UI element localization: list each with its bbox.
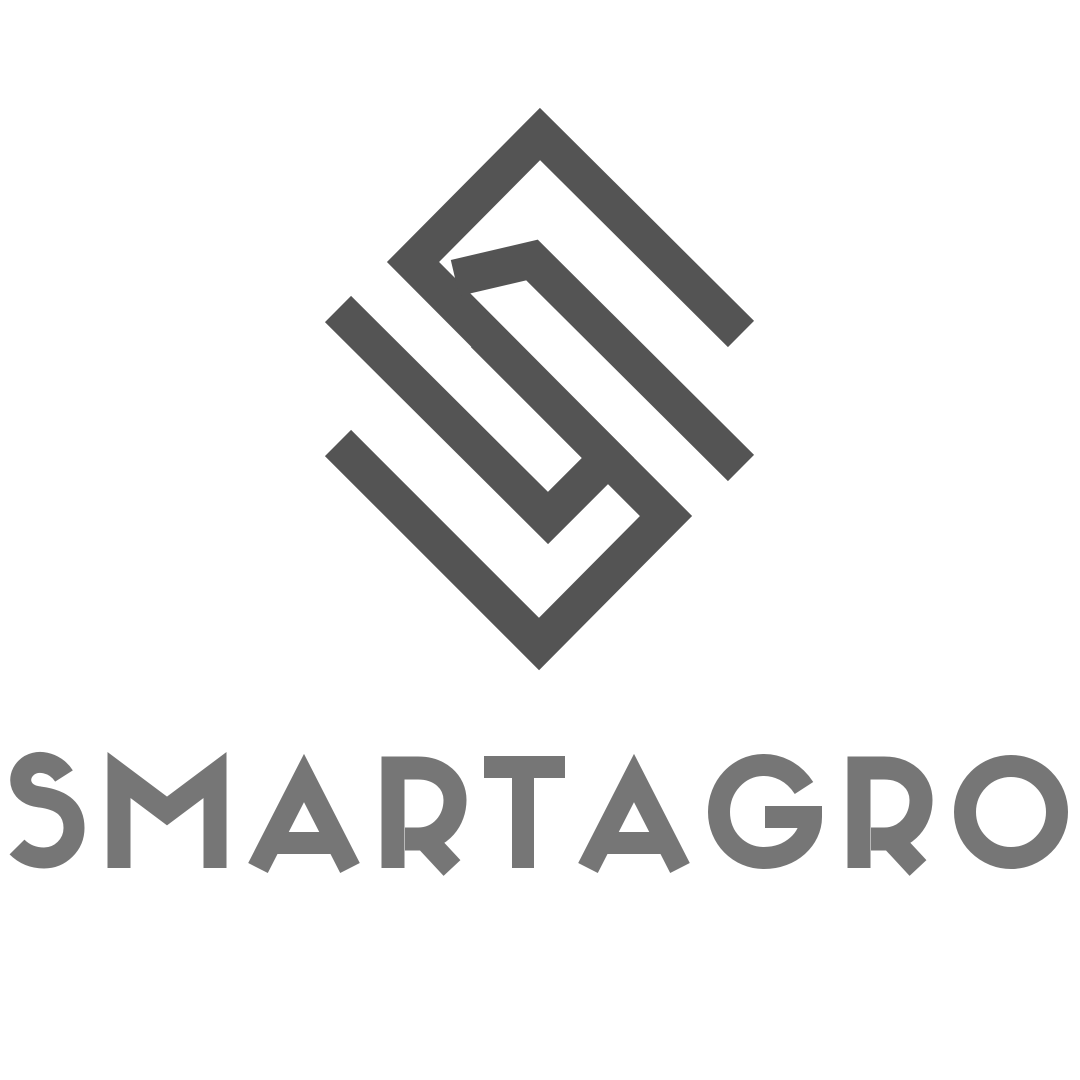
letter-g [707,753,823,870]
letter-o [954,755,1068,869]
wordmark-letters [9,752,1068,876]
mark-stroke-top [324,107,755,545]
letter-a-2 [578,753,690,874]
letter-t [484,756,565,868]
letter-r-2 [847,756,933,876]
letter-s [9,752,85,869]
letter-r-1 [381,756,467,876]
letter-a-1 [248,753,360,874]
mark-stroke-bottom [324,320,693,671]
letter-m [107,752,227,868]
mark-stroke-middle [450,239,755,482]
smartagro-wordmark [9,752,1068,876]
